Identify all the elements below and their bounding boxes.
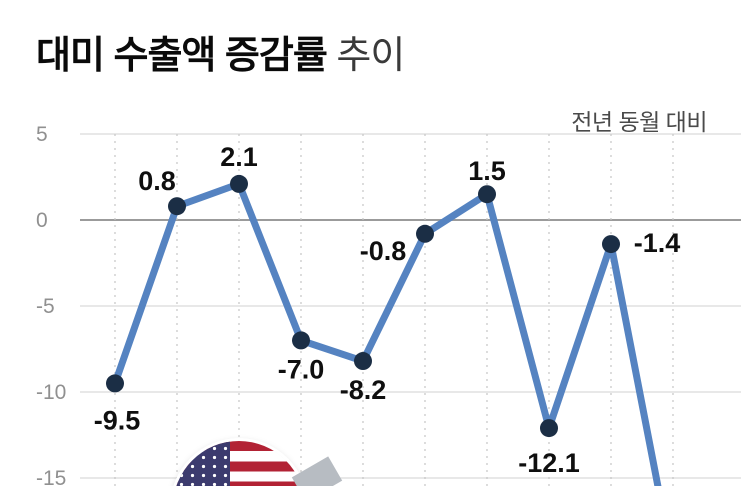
chart-title-main: 대미 수출액 증감률	[36, 35, 328, 77]
svg-text:-7.0: -7.0	[278, 354, 325, 384]
svg-text:-12.1: -12.1	[518, 448, 580, 478]
svg-text:-15: -15	[36, 467, 66, 486]
svg-text:5: 5	[36, 123, 48, 146]
svg-text:-10: -10	[36, 381, 66, 404]
svg-text:2.1: 2.1	[220, 142, 258, 172]
us-flag-canton	[173, 441, 230, 486]
svg-text:-1.4: -1.4	[634, 228, 681, 258]
chart-title: 대미 수출액 증감률 추이	[36, 24, 405, 79]
svg-text:0: 0	[36, 209, 48, 232]
svg-text:0.8: 0.8	[138, 166, 176, 196]
svg-text:-9.5: -9.5	[94, 405, 141, 435]
svg-text:-8.2: -8.2	[340, 375, 387, 405]
svg-text:1.5: 1.5	[468, 156, 506, 186]
svg-text:-5: -5	[36, 295, 55, 318]
chart-subtitle: 전년 동월 대비	[571, 109, 707, 135]
svg-text:-0.8: -0.8	[360, 236, 407, 266]
chart-title-suffix: 추이	[326, 35, 405, 77]
